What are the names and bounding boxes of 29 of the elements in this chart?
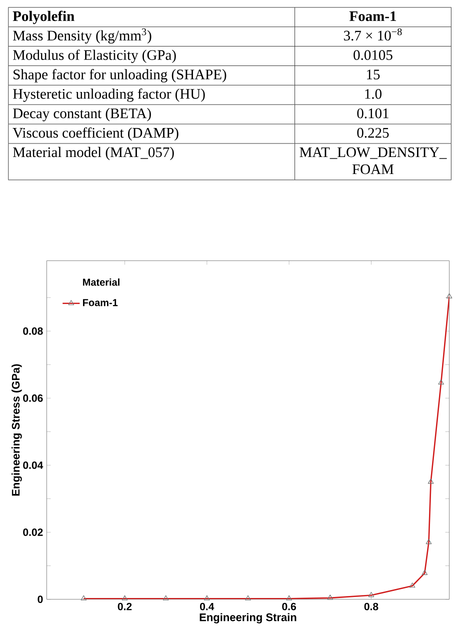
text: Hysteretic unloading factor (HU) [13,88,205,102]
y-tick-label: 0.06 [23,394,43,402]
x-tick-label: 0.4 [200,602,214,610]
text: Viscous coefficient (DAMP) [12,127,178,141]
y-tick-label: 0.08 [23,327,43,335]
text: Shape factor for unloading (SHAPE) [14,69,226,82]
legend-label: Foam-1 [83,299,118,306]
x-tick-label: 0.2 [118,602,132,610]
y-axis-title: Engineering Stress (GPa) [12,364,22,496]
x-tick-label: 0.8 [364,602,378,610]
text: 3.7 × 10$^{−8}$ [344,28,402,41]
y-tick-label: 0.04 [23,461,44,469]
text: Polyolefin [12,10,74,24]
text: Modulus of Elasticity (GPa) [13,50,176,63]
text: Decay constant (BETA) [13,108,151,122]
x-tick-label: 0.6 [282,602,296,610]
y-tick-label: 0.02 [23,528,43,536]
text: 1.0 [365,89,382,99]
text: 0.0105 [354,50,392,60]
text: 0.225 [357,128,389,138]
text: MAT_LOW_DENSITY_FOAM [300,147,447,174]
text: 15 [367,70,380,80]
x-axis-title: Engineering Strain [200,613,296,624]
legend-title: Material [83,278,120,286]
text: Mass Density (kg/mm$^{3}$) [13,28,152,44]
text: Foam-1 [349,11,396,22]
y-tick-label: 0 [38,596,43,604]
text: Material model (MAT_057) [13,146,174,160]
text: 0.101 [357,108,388,118]
